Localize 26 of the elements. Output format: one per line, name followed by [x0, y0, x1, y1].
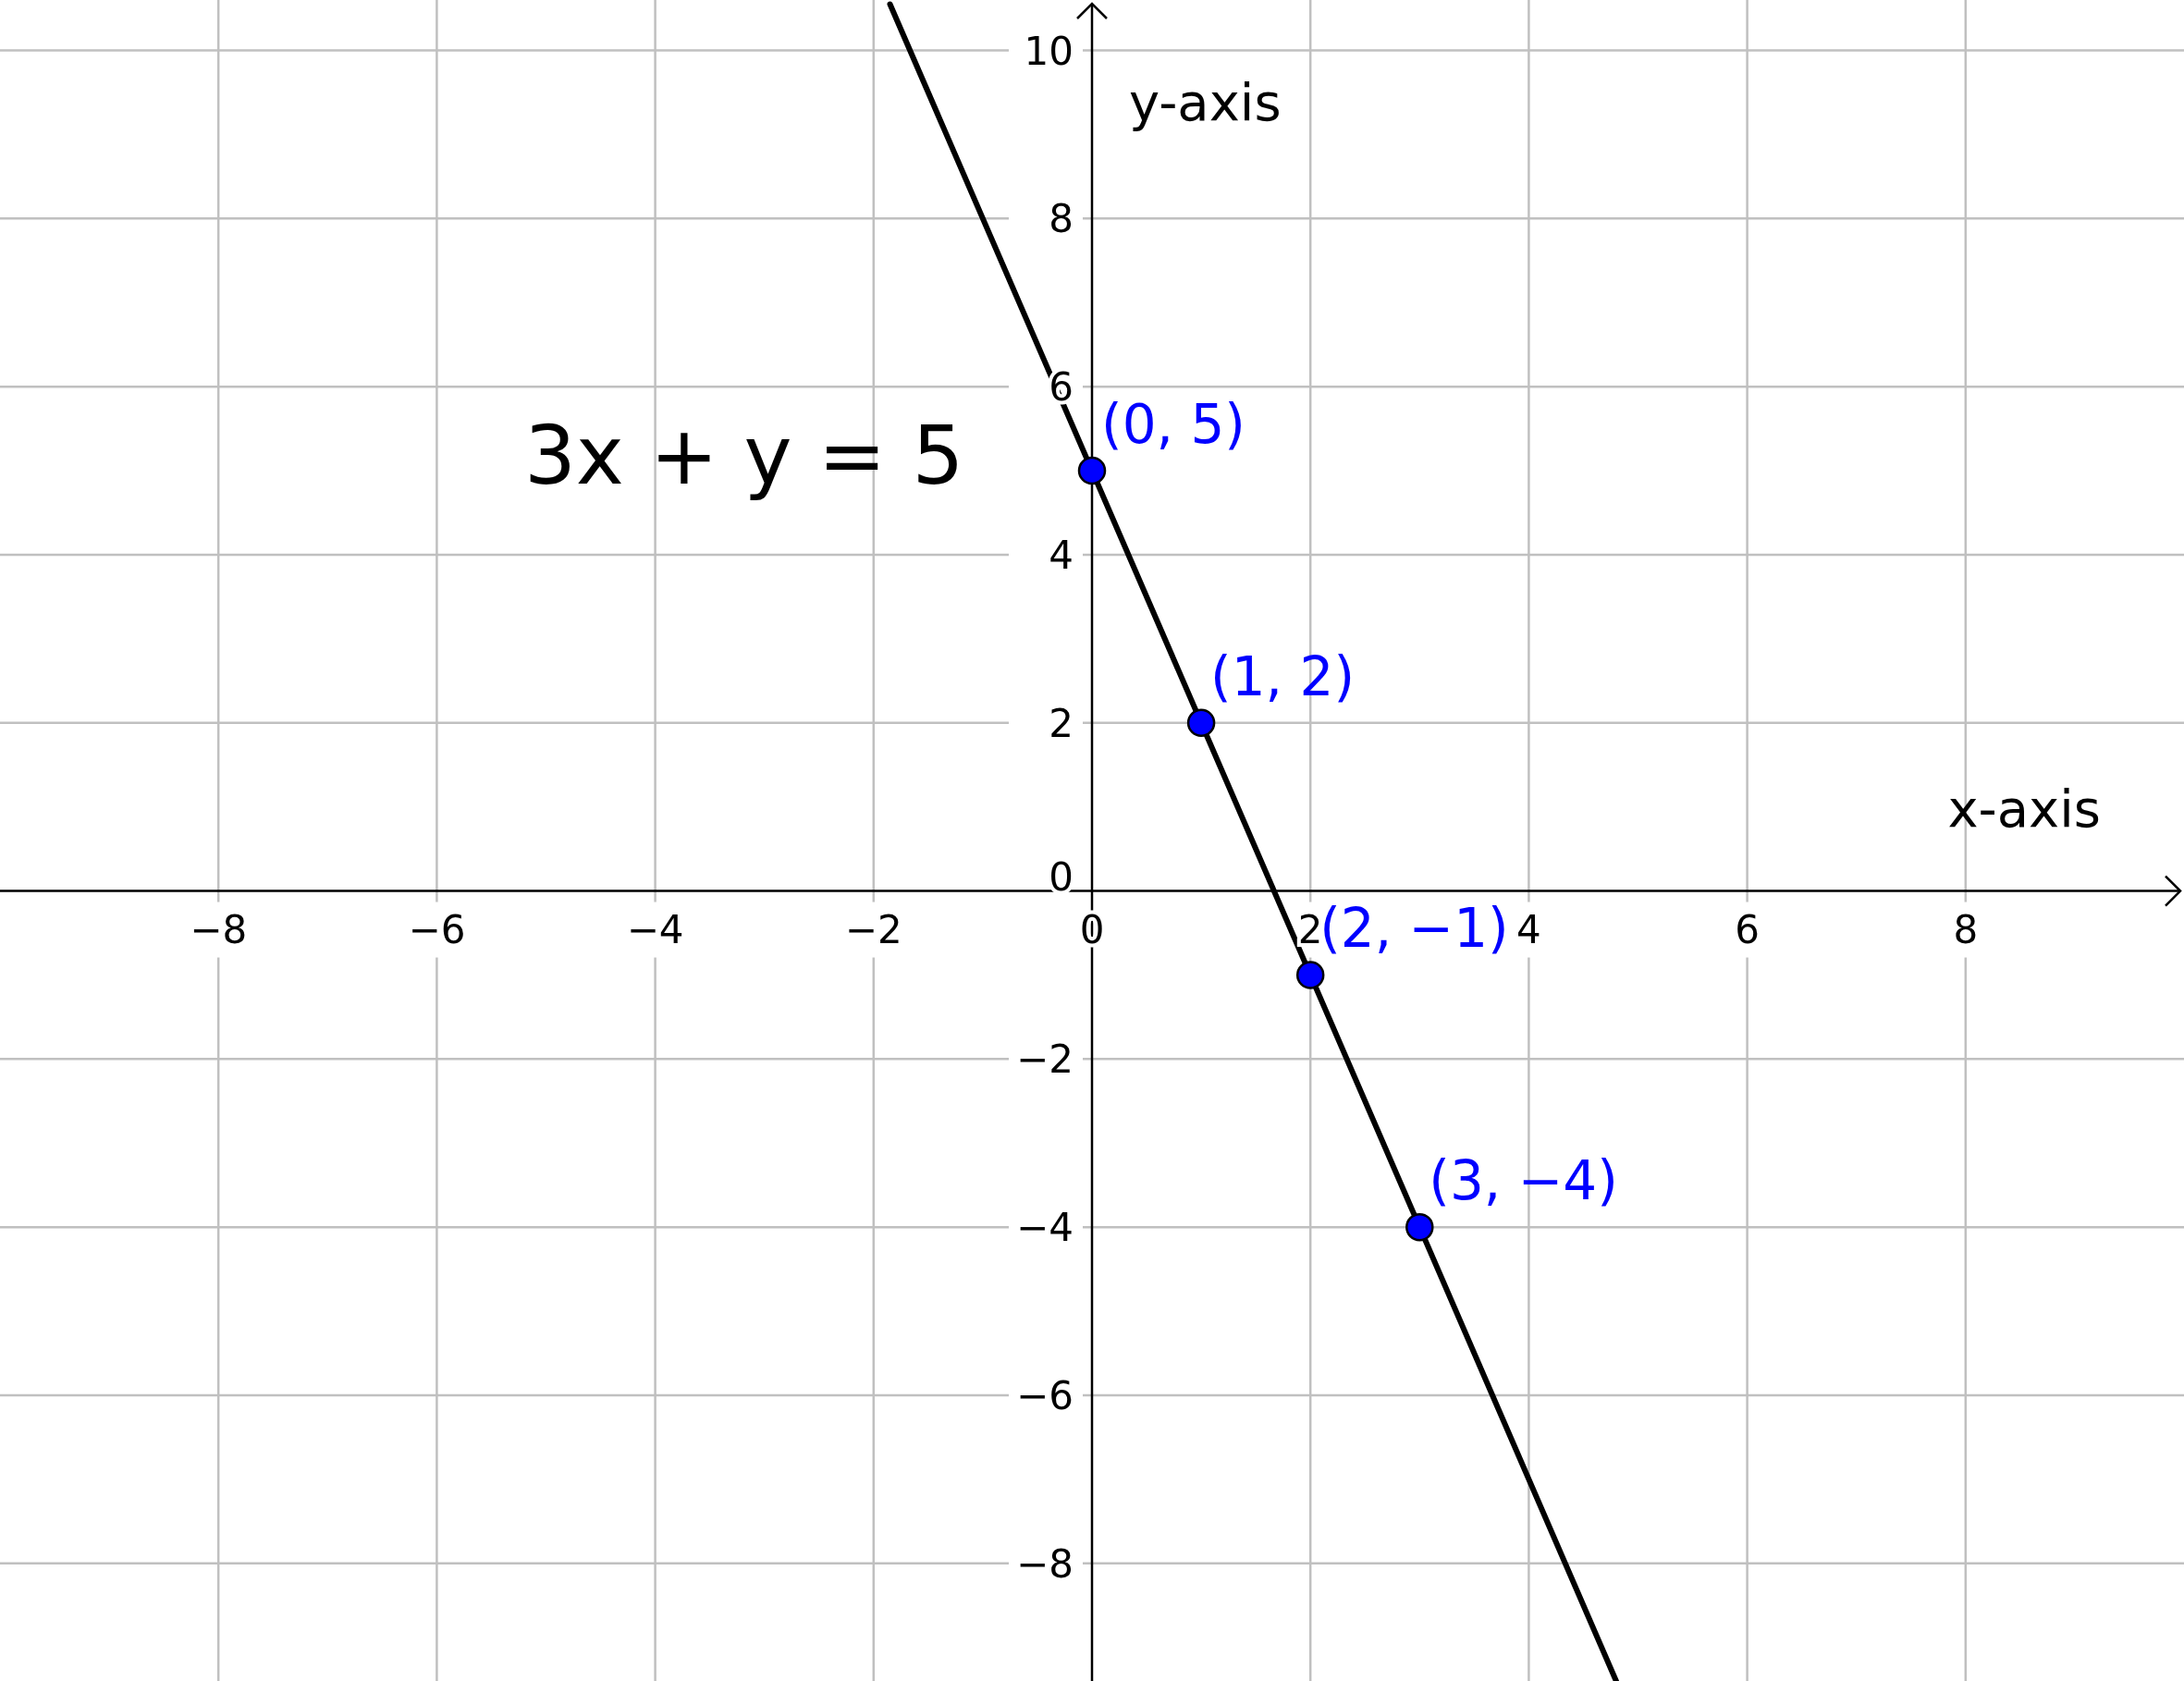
x-axis-title: x-axis — [1947, 778, 2101, 839]
y-tick-label: −6 — [1016, 1372, 1074, 1418]
annotation: 3x + y = 5 — [523, 407, 964, 503]
x-tick-label: −4 — [626, 906, 684, 952]
x-tick-label: 6 — [1735, 906, 1760, 952]
point — [1077, 456, 1107, 485]
point — [1295, 961, 1325, 989]
x-tick-label: 8 — [1953, 906, 1979, 952]
x-tick-label: −2 — [844, 906, 902, 952]
y-tick-label: −4 — [1016, 1205, 1074, 1251]
x-tick-label: −6 — [408, 906, 466, 952]
annotation: (0, 5) — [1101, 393, 1245, 457]
annotation: (3, −4) — [1429, 1149, 1618, 1213]
y-tick-label: −2 — [1016, 1037, 1074, 1083]
y-tick-label: 0 — [1049, 853, 1074, 900]
y-tick-label: 2 — [1049, 700, 1074, 746]
annotation: (1, 2) — [1210, 644, 1356, 708]
x-tick-label: −8 — [190, 906, 248, 952]
y-tick-label: −8 — [1016, 1540, 1074, 1587]
y-tick-label: 8 — [1049, 196, 1074, 242]
y-tick-label: 4 — [1049, 532, 1074, 578]
point — [1405, 1212, 1434, 1242]
point — [1186, 708, 1216, 737]
x-tick-label: 4 — [1516, 906, 1541, 952]
y-axis-title: y-axis — [1129, 72, 1282, 132]
y-tick-label: 10 — [1024, 28, 1074, 74]
